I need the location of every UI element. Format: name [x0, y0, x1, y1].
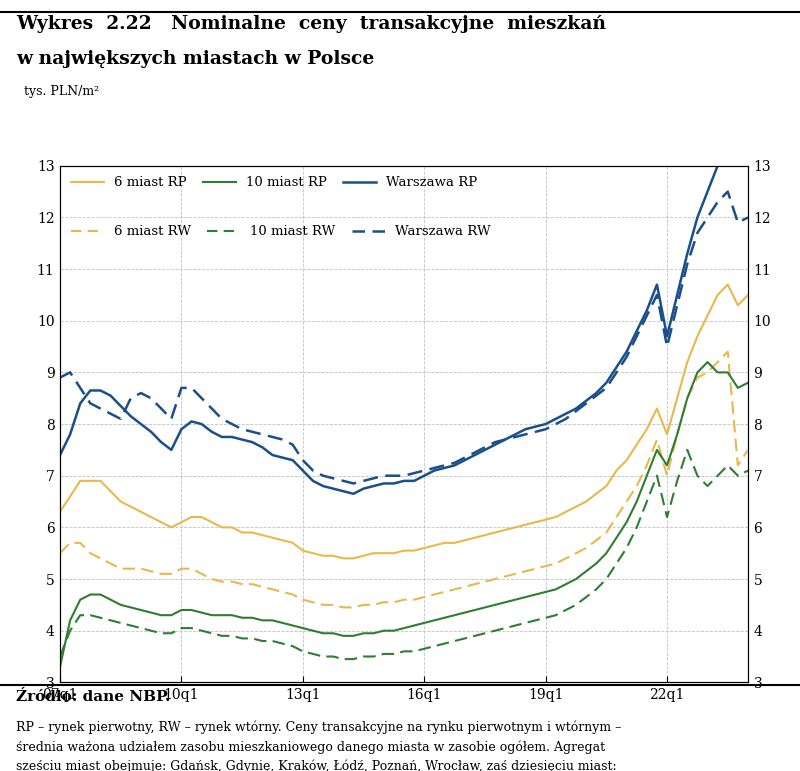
Text: Wykres  2.22   Nominalne  ceny  transakcyjne  mieszkań: Wykres 2.22 Nominalne ceny transakcyjne …	[16, 15, 606, 33]
Text: Źródło: dane NBP.: Źródło: dane NBP.	[16, 690, 170, 704]
Text: w największych miastach w Polsce: w największych miastach w Polsce	[16, 50, 374, 68]
Text: RP – rynek pierwotny, RW – rynek wtórny. Ceny transakcyjne na rynku pierwotnym i: RP – rynek pierwotny, RW – rynek wtórny.…	[16, 721, 633, 771]
Legend: 6 miast RW, 10 miast RW, Warszawa RW: 6 miast RW, 10 miast RW, Warszawa RW	[66, 221, 494, 242]
Text: tys. PLN/m²: tys. PLN/m²	[16, 85, 99, 98]
